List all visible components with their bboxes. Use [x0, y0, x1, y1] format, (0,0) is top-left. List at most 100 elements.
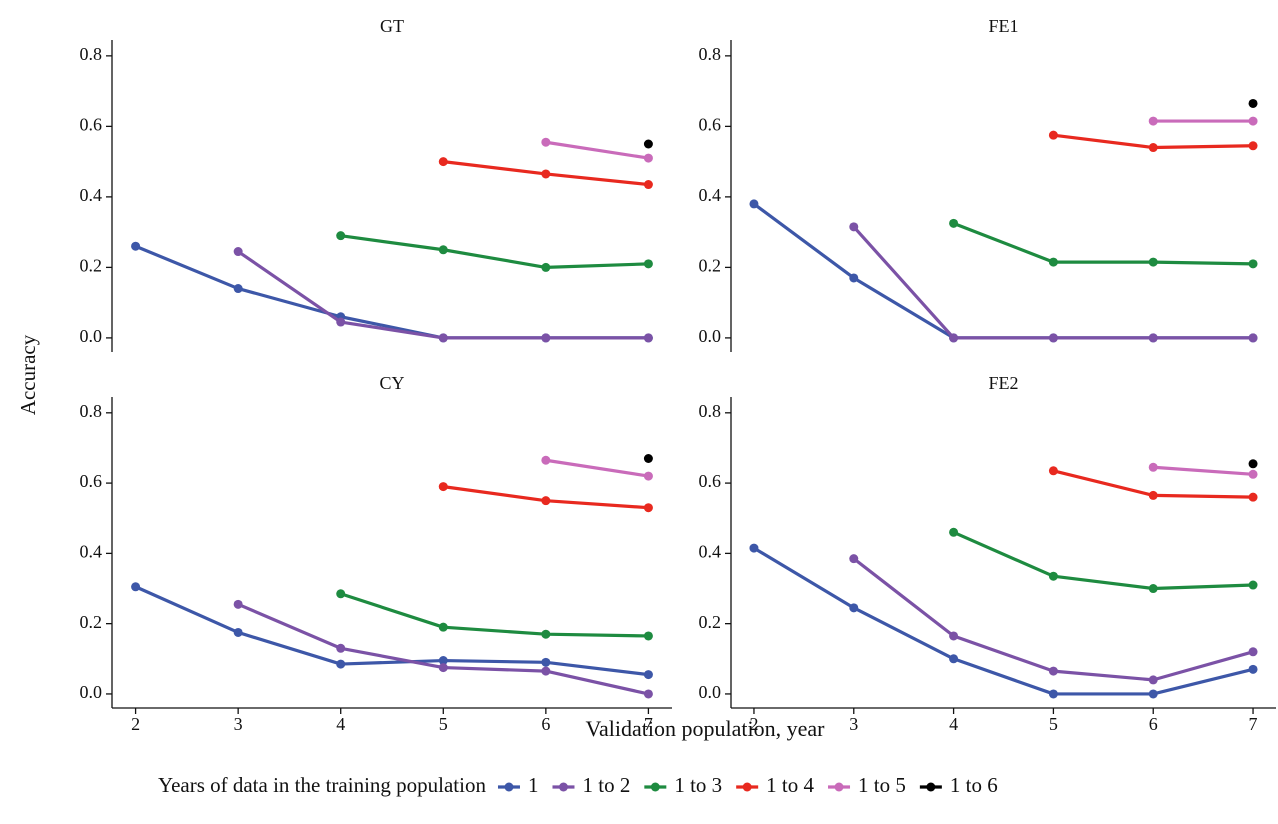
series-line: [952, 530, 1254, 591]
legend-swatch-point: [926, 782, 936, 792]
data-point: [1148, 490, 1158, 500]
legend-swatch-point: [742, 782, 752, 792]
data-point: [1248, 333, 1258, 343]
data-point: [643, 689, 653, 699]
data-point: [541, 262, 551, 272]
data-point: [949, 333, 959, 343]
x-tick-label: 3: [849, 714, 858, 734]
data-point: [1148, 116, 1158, 126]
series-line: [545, 458, 649, 478]
facet-title: CY: [379, 373, 404, 393]
y-tick-label: 0.6: [699, 471, 722, 491]
data-point: [643, 453, 653, 463]
facet-title: FE2: [988, 373, 1018, 393]
legend-label: 1 to 3: [674, 773, 722, 797]
data-point: [949, 218, 959, 228]
data-point: [749, 199, 759, 209]
data-point: [131, 582, 141, 592]
data-point: [1148, 257, 1158, 267]
data-point: [438, 482, 448, 492]
x-tick-label: 6: [541, 714, 550, 734]
series-line: [340, 592, 649, 638]
data-point: [849, 273, 859, 283]
y-tick-label: 0.0: [699, 326, 722, 346]
legend-swatch-point: [650, 782, 660, 792]
legend-swatch-point: [834, 782, 844, 792]
data-point: [233, 627, 243, 637]
x-tick-label: 7: [1249, 714, 1258, 734]
series-line: [134, 585, 649, 677]
data-point: [643, 471, 653, 481]
y-tick-label: 0.4: [80, 542, 103, 562]
data-point: [233, 599, 243, 609]
data-point: [1248, 469, 1258, 479]
data-point: [849, 554, 859, 564]
x-axis-label: Validation population, year: [586, 716, 826, 741]
y-tick-label: 0.8: [80, 401, 103, 421]
data-point: [643, 503, 653, 513]
data-point: [1248, 141, 1258, 151]
data-point: [541, 455, 551, 465]
series-line: [1153, 465, 1254, 476]
y-tick-label: 0.8: [699, 401, 722, 421]
data-point: [1148, 689, 1158, 699]
legend-label: 1 to 2: [582, 773, 630, 797]
series-line: [953, 221, 1254, 266]
data-point: [643, 670, 653, 680]
y-tick-label: 0.2: [699, 612, 722, 632]
y-tick-label: 0.2: [80, 612, 103, 632]
legend-label: 1: [528, 773, 539, 797]
x-tick-label: 4: [336, 714, 345, 734]
data-point: [1248, 259, 1258, 269]
data-point: [1248, 116, 1258, 126]
data-point: [131, 241, 141, 251]
data-point: [949, 631, 959, 641]
y-tick-label: 0.4: [80, 185, 103, 205]
y-tick-label: 0.6: [699, 114, 722, 134]
data-point: [643, 333, 653, 343]
data-point: [541, 333, 551, 343]
data-point: [1048, 466, 1058, 476]
x-tick-label: 6: [1149, 714, 1158, 734]
y-tick-label: 0.8: [699, 44, 722, 64]
data-point: [643, 631, 653, 641]
y-tick-label: 0.0: [80, 326, 103, 346]
y-tick-label: 0.4: [699, 185, 722, 205]
data-point: [541, 666, 551, 676]
data-point: [336, 659, 346, 669]
x-tick-label: 2: [131, 714, 140, 734]
y-tick-label: 0.6: [80, 471, 103, 491]
data-point: [438, 333, 448, 343]
legend-label: 1 to 5: [858, 773, 906, 797]
data-point: [849, 222, 859, 232]
data-point: [643, 153, 653, 163]
y-tick-label: 0.8: [80, 44, 103, 64]
y-tick-label: 0.2: [699, 256, 722, 276]
x-tick-label: 2: [749, 714, 758, 734]
facet-title: FE1: [988, 16, 1018, 36]
data-point: [849, 603, 859, 613]
data-point: [438, 157, 448, 167]
data-point: [1248, 647, 1258, 657]
data-point: [1248, 664, 1258, 674]
data-point: [1248, 98, 1258, 108]
x-tick-label: 5: [1049, 714, 1058, 734]
x-tick-label: 7: [644, 714, 653, 734]
data-point: [541, 496, 551, 506]
data-point: [541, 137, 551, 147]
data-point: [1048, 666, 1058, 676]
data-point: [1148, 675, 1158, 685]
data-point: [541, 657, 551, 667]
data-point: [643, 180, 653, 190]
data-point: [1148, 333, 1158, 343]
data-point: [336, 643, 346, 653]
data-point: [1048, 571, 1058, 581]
data-point: [1048, 257, 1058, 267]
y-tick-label: 0.0: [699, 682, 722, 702]
data-point: [1148, 462, 1158, 472]
data-point: [438, 656, 448, 666]
data-point: [643, 259, 653, 269]
data-point: [949, 527, 959, 537]
data-point: [1248, 492, 1258, 502]
